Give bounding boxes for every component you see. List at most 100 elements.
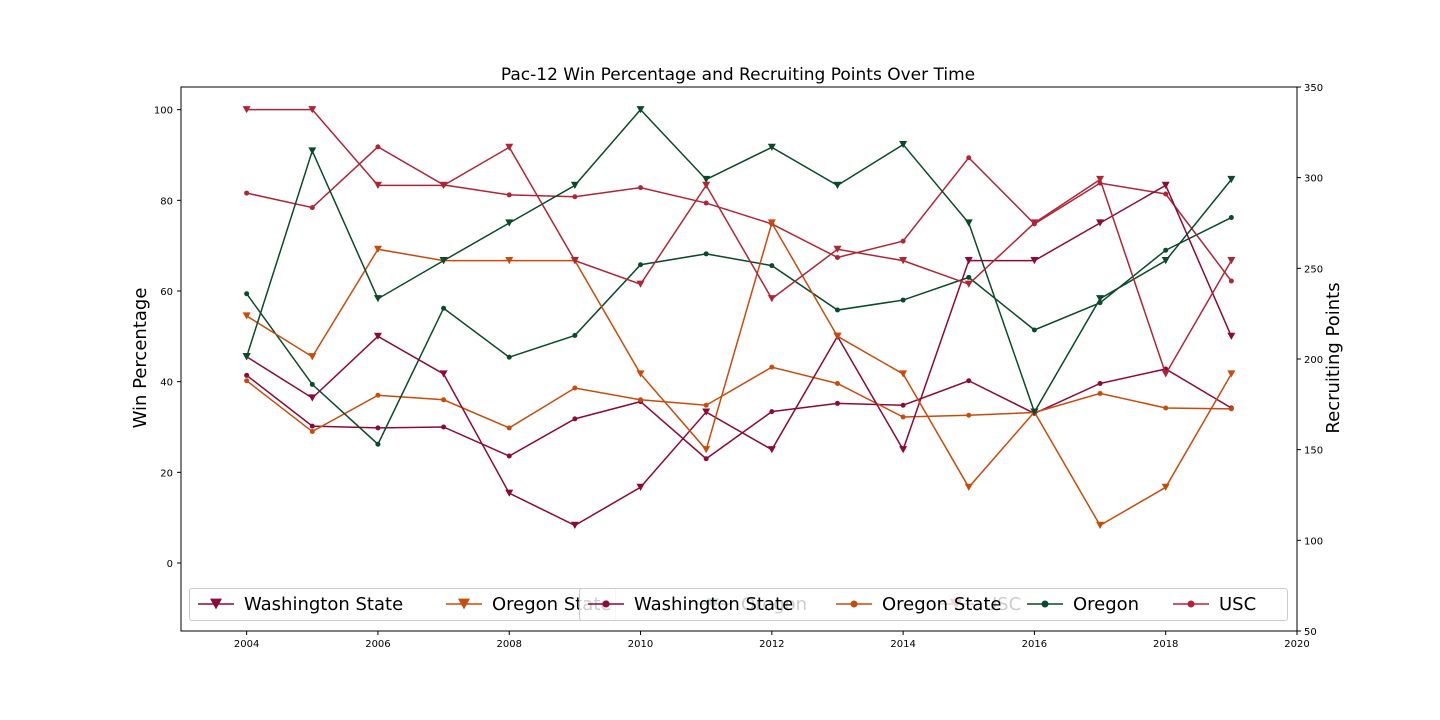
recruiting-point: [703, 402, 709, 408]
recruiting-point: [769, 409, 775, 415]
win-line-oregon-state: [246, 221, 1233, 527]
win-series-oregon-state: [242, 219, 1236, 529]
win-point: [242, 312, 251, 320]
recruiting-point: [834, 380, 840, 386]
win-series-oregon: [242, 106, 1236, 416]
recruiting-point: [769, 263, 775, 269]
legend-recruiting-points: Washington State Oregon State Oregon USC: [579, 588, 1288, 621]
win-point: [964, 280, 973, 288]
win-point: [373, 245, 382, 253]
right-y-tick-label: 200: [1304, 355, 1323, 366]
x-tick-label: 2004: [234, 639, 259, 650]
win-point: [1096, 521, 1105, 529]
win-point: [1227, 175, 1236, 184]
recruiting-line-oregon: [246, 216, 1232, 446]
win-point: [505, 219, 514, 227]
recruiting-series-usc: [244, 144, 1234, 284]
win-point: [833, 245, 842, 253]
recruiting-series-oregon-state: [244, 364, 1234, 435]
recruiting-point: [244, 372, 250, 378]
recruiting-point: [441, 424, 447, 430]
right-y-tick-label: 250: [1304, 264, 1323, 275]
x-tick-label: 2018: [1153, 639, 1178, 650]
win-point: [1161, 257, 1170, 265]
recruiting-point: [572, 332, 578, 338]
recruiting-point: [506, 354, 512, 360]
legend-item-oregon: Oregon: [1025, 589, 1139, 619]
win-point: [767, 219, 776, 227]
win-point: [636, 106, 645, 114]
recruiting-line-washington-state: [246, 368, 1232, 460]
win-point: [439, 257, 448, 265]
win-point: [308, 353, 317, 361]
recruiting-series-oregon: [244, 215, 1234, 447]
recruiting-point: [769, 364, 775, 370]
legend-item-washington-state: Washington State: [586, 589, 793, 619]
recruiting-point: [834, 254, 840, 260]
win-point: [767, 143, 776, 151]
win-point: [964, 483, 973, 491]
x-tick-label: 2010: [628, 639, 653, 650]
legend-label: USC: [1219, 593, 1257, 615]
x-tick-label: 2016: [1022, 639, 1047, 650]
win-point: [899, 257, 908, 265]
legend-swatch: [836, 600, 872, 608]
legend-item-oregon-state: Oregon State: [834, 589, 1001, 619]
left-axis-label: Win Percentage: [130, 288, 151, 429]
left-y-axis: 0 20 40 60 80 100: [154, 106, 181, 570]
legend-swatch: [1173, 600, 1209, 608]
recruiting-point: [1097, 380, 1103, 386]
win-point: [1161, 483, 1170, 491]
legend-label: Oregon: [1073, 593, 1140, 615]
recruiting-point: [638, 185, 644, 191]
win-point: [767, 295, 776, 303]
left-y-tick-label: 60: [160, 287, 173, 298]
legend-swatch: [446, 598, 482, 610]
win-point: [570, 257, 579, 265]
win-point: [899, 140, 908, 149]
recruiting-point: [1228, 406, 1234, 412]
recruiting-point: [638, 397, 644, 403]
win-point: [1227, 257, 1236, 265]
win-point: [964, 257, 973, 265]
recruiting-point: [900, 414, 906, 420]
legend-label: Washington State: [634, 593, 794, 615]
win-point: [833, 181, 842, 189]
x-tick-label: 2020: [1284, 639, 1309, 650]
win-point: [1227, 370, 1236, 378]
recruiting-line-usc: [246, 145, 1232, 282]
win-point: [1030, 219, 1039, 227]
right-axis-label: Recruiting Points: [1323, 282, 1344, 433]
right-y-tick-label: 150: [1304, 446, 1323, 457]
win-point: [308, 147, 317, 155]
recruiting-point: [1228, 278, 1234, 284]
win-point: [505, 489, 514, 497]
legend-label: Oregon State: [882, 593, 1002, 615]
win-point: [1161, 370, 1170, 378]
right-y-tick-label: 300: [1304, 174, 1323, 185]
win-point: [373, 181, 382, 189]
recruiting-point: [966, 412, 972, 418]
chart-marks: [242, 106, 1236, 529]
recruiting-point: [703, 251, 709, 257]
win-point: [1227, 332, 1236, 340]
plot-frame: [180, 86, 1298, 632]
recruiting-point: [244, 291, 250, 297]
win-point: [1096, 175, 1105, 184]
recruiting-point: [441, 397, 447, 403]
x-tick-label: 2006: [365, 639, 390, 650]
win-point: [833, 332, 842, 340]
recruiting-point: [309, 205, 315, 211]
win-point: [373, 295, 382, 303]
recruiting-point: [966, 378, 972, 384]
win-point: [570, 181, 579, 189]
left-y-tick-label: 0: [167, 559, 173, 570]
recruiting-point: [309, 429, 315, 435]
win-point: [373, 332, 382, 340]
recruiting-point: [1097, 390, 1103, 396]
recruiting-point: [1031, 327, 1037, 333]
recruiting-point: [506, 425, 512, 431]
recruiting-point: [572, 416, 578, 422]
